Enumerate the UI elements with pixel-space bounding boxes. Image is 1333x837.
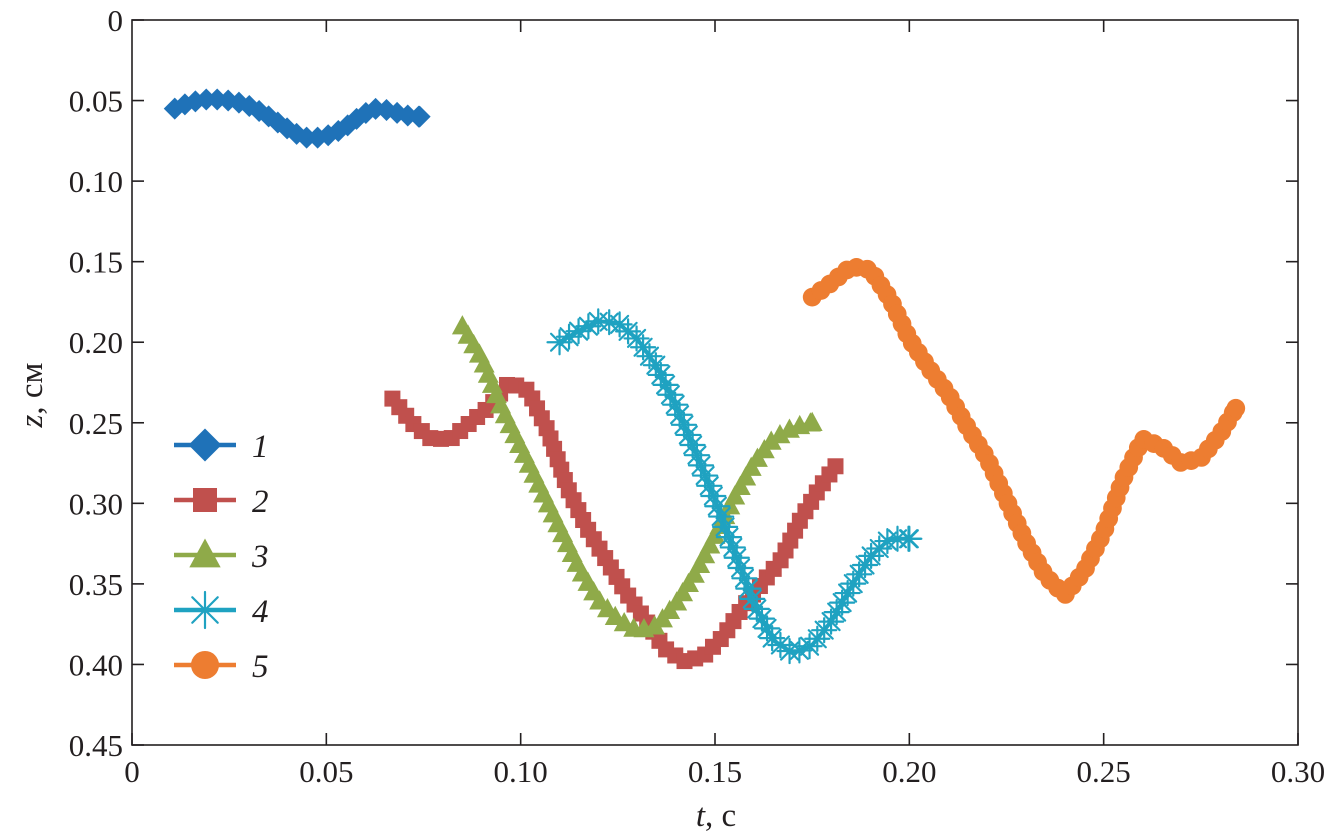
series-4-marker (565, 318, 592, 345)
y-tick-label: 0.35 (69, 567, 123, 602)
y-tick-label: 0.05 (69, 84, 123, 119)
y-axis-title: z, см (14, 362, 50, 428)
legend-label: 2 (252, 484, 269, 520)
series-4-marker (683, 442, 711, 469)
x-tick-label: 0 (124, 754, 140, 789)
legend-swatch-marker (189, 538, 221, 568)
legend: 1 2 3 4 5 (174, 428, 269, 685)
series-2-group (384, 376, 844, 670)
series-4-marker (662, 391, 689, 418)
legend-item-5: 5 (174, 649, 269, 685)
series-5-marker (1226, 398, 1246, 418)
series-3-marker (801, 411, 823, 432)
series-1-group (163, 88, 431, 149)
series-4-marker (723, 544, 750, 571)
x-tick-label: 0.30 (1271, 754, 1325, 789)
series-4-group (546, 308, 923, 665)
legend-label: 4 (252, 594, 269, 630)
series-3-group (451, 315, 823, 638)
series-4-marker (719, 534, 746, 561)
series-3-marker (760, 430, 782, 450)
series-1-marker (327, 120, 350, 143)
legend-item-2: 2 (174, 484, 269, 520)
series-4-marker (748, 605, 776, 632)
series-4-marker (708, 503, 735, 530)
series-3-marker (719, 495, 741, 515)
y-tick-label: 0.30 (69, 486, 123, 521)
series-4-marker (739, 585, 766, 612)
x-tick-label: 0.25 (1077, 754, 1131, 789)
series-5-group (802, 258, 1246, 604)
series-4-marker (735, 575, 762, 602)
series-4-marker (642, 352, 669, 379)
x-tick-label: 0.10 (494, 754, 548, 789)
series-4-marker (731, 565, 758, 592)
series-2-marker (827, 458, 844, 475)
series-4-marker (675, 421, 702, 449)
series-4-marker (687, 452, 715, 479)
series-4-marker (679, 431, 706, 459)
legend-item-1: 1 (174, 428, 269, 465)
legend-item-3: 3 (174, 538, 269, 575)
series-4-marker (711, 513, 739, 540)
series-4-marker (715, 524, 743, 551)
series-4-marker (670, 411, 698, 438)
series-4-marker (555, 323, 583, 350)
y-tick-label: 0.40 (69, 647, 123, 682)
series-4-marker (692, 462, 719, 489)
series-3-marker (704, 524, 726, 544)
y-tick-label: 0.10 (69, 164, 123, 199)
y-tick-label: 0.25 (69, 406, 123, 441)
series-4-marker (753, 615, 781, 642)
series-4-marker (652, 371, 679, 398)
series-3-marker (769, 424, 791, 444)
series-4-marker (666, 401, 693, 428)
series-4-marker (823, 599, 850, 626)
y-tick-label: 0.15 (69, 245, 123, 280)
series-4-marker (700, 482, 727, 510)
legend-swatch-marker (193, 488, 217, 512)
x-tick-label: 0.20 (882, 754, 936, 789)
series-3-marker (694, 544, 716, 564)
series-4-marker (896, 525, 923, 552)
series-4-marker (647, 361, 674, 389)
series-3-marker (689, 553, 711, 574)
series-4-marker (846, 561, 873, 588)
x-axis-title: t, c (696, 798, 736, 834)
legend-swatch-marker (190, 650, 220, 680)
legend-item-4: 4 (174, 590, 269, 630)
series-4-marker (546, 329, 573, 356)
legend-label: 3 (251, 539, 269, 575)
series-4-marker (575, 313, 602, 340)
series-4-marker (696, 472, 723, 499)
series-4-marker (704, 493, 731, 520)
series-4-marker (596, 309, 623, 336)
series-3-marker (683, 563, 705, 583)
legend-label: 1 (252, 429, 269, 465)
x-tick-label: 0.15 (688, 754, 742, 789)
series-4-marker (786, 637, 813, 664)
series-4-marker (743, 595, 770, 622)
legend-label: 5 (252, 649, 269, 685)
y-tick-label: 0.20 (69, 325, 123, 360)
y-tick-label: 0 (108, 3, 124, 38)
legend-swatch-marker (188, 428, 222, 462)
series-4-marker (829, 589, 856, 616)
y-tick-label: 0.45 (69, 728, 123, 763)
legend-swatch-marker (185, 590, 225, 630)
x-tick-label: 0.05 (299, 754, 353, 789)
series-4-marker (804, 625, 831, 652)
series-3-marker (699, 534, 721, 554)
series-4-marker (727, 554, 754, 582)
series-1-marker (408, 105, 431, 128)
